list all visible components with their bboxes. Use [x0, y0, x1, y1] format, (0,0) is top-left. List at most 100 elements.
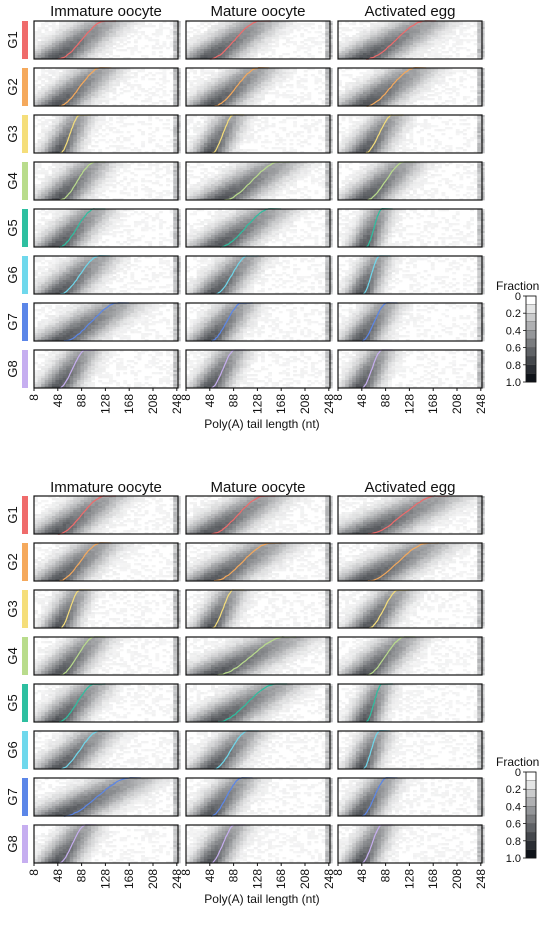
group-label: G3: [5, 125, 20, 142]
x-tick-label: 208: [146, 394, 160, 414]
x-tick-label: 128: [98, 869, 112, 889]
heatmap-panel: [337, 729, 485, 770]
group-color-bar: [22, 731, 28, 769]
column-title: Mature oocyte: [210, 479, 305, 496]
x-tick-label: 8: [27, 394, 41, 401]
median-curve: [361, 302, 398, 342]
group-color-bar: [22, 778, 28, 816]
heatmap-panel: [337, 20, 485, 60]
x-tick-label: 8: [331, 394, 345, 401]
heatmap-panel: [185, 542, 333, 582]
colorbar-tick-label: 0.4: [506, 801, 521, 813]
median-curve: [361, 824, 393, 864]
x-tick-label: 48: [203, 394, 217, 408]
median-curve: [219, 208, 282, 248]
x-axis-title: Poly(A) tail length (nt): [204, 892, 319, 906]
heatmap-panel: [185, 349, 333, 389]
heatmap-panel: [185, 66, 333, 107]
median-curve: [368, 589, 410, 629]
median-curve: [361, 777, 398, 817]
x-tick-label: 168: [426, 869, 440, 889]
heatmap-panel: [337, 824, 485, 864]
median-curve: [58, 824, 97, 864]
median-curve: [63, 302, 130, 342]
median-curve: [365, 207, 393, 248]
heatmap-panel: [33, 636, 181, 676]
median-curve: [218, 683, 288, 723]
median-curve: [59, 589, 91, 629]
median-curve: [367, 542, 440, 582]
x-tick-label: 48: [51, 394, 65, 408]
median-curve: [362, 255, 391, 295]
median-curve: [60, 161, 106, 201]
colorbar: [525, 295, 537, 383]
median-curve: [58, 67, 112, 107]
x-tick-label: 88: [379, 394, 393, 408]
group-color-bar: [22, 115, 28, 153]
group-label: G5: [5, 694, 20, 711]
median-curve: [362, 729, 391, 770]
group-color-bar: [22, 637, 28, 675]
x-tick-label: 88: [227, 394, 241, 408]
median-curve: [60, 730, 111, 770]
x-tick-label: 128: [98, 394, 112, 414]
x-tick-label: 208: [298, 869, 312, 889]
column-title: Immature oocyte: [50, 479, 162, 496]
x-tick-label: 88: [75, 869, 89, 883]
x-tick-label: 248: [170, 869, 184, 889]
median-curve: [366, 636, 416, 676]
heatmap-panel: [185, 636, 333, 676]
colorbar-tick-label: 0.2: [506, 784, 521, 796]
group-label: G8: [5, 360, 20, 377]
median-curve: [211, 589, 245, 629]
x-tick-label: 248: [474, 394, 488, 414]
median-curve: [366, 161, 416, 201]
column-title: Immature oocyte: [50, 3, 162, 20]
group-label: G7: [5, 313, 20, 330]
median-curve: [213, 66, 270, 107]
heatmap-panel: [33, 302, 181, 342]
median-curve: [210, 824, 246, 864]
median-curve: [364, 114, 404, 154]
column-title: Activated egg: [365, 479, 456, 496]
group-label: G7: [5, 788, 20, 805]
median-curve: [216, 636, 297, 676]
heatmap-panel: [185, 589, 333, 629]
group-color-bar: [22, 303, 28, 341]
colorbar-tick-label: 0.8: [506, 836, 521, 848]
colorbar-tick-label: 1.0: [506, 377, 521, 389]
heatmap-panel: [33, 349, 181, 389]
heatmap-panel: [337, 636, 485, 676]
x-tick-label: 128: [250, 394, 264, 414]
median-curve: [60, 114, 91, 154]
median-curve: [366, 66, 427, 107]
group-color-bar: [22, 496, 28, 534]
group-label: G2: [5, 78, 20, 95]
group-label: G1: [5, 506, 20, 523]
group-label: G4: [5, 172, 20, 189]
group-color-bar: [22, 68, 28, 106]
x-tick-label: 48: [355, 869, 369, 883]
heatmap-panel: [337, 302, 485, 342]
heatmap-panel: [33, 20, 181, 60]
heatmap-panel: [337, 542, 485, 582]
heatmap-panel: [33, 589, 181, 629]
heatmap-panel: [185, 302, 333, 342]
median-curve: [58, 542, 112, 582]
x-tick-label: 128: [402, 394, 416, 414]
heatmap-panel: [185, 255, 333, 295]
colorbar-tick-label: 0.6: [506, 819, 521, 831]
group-label: G6: [5, 266, 20, 283]
x-tick-label: 8: [179, 394, 193, 401]
x-tick-label: 168: [274, 394, 288, 414]
heatmap-panel: [337, 161, 485, 201]
colorbar-tick-label: 1.0: [506, 853, 521, 865]
median-curve: [215, 255, 259, 295]
colorbar-tick-label: 0.8: [506, 360, 521, 372]
median-curve: [210, 777, 253, 817]
median-curve: [58, 349, 97, 389]
median-curve: [210, 349, 246, 389]
group-label: G5: [5, 219, 20, 236]
x-tick-label: 48: [355, 394, 369, 408]
median-curve: [60, 636, 106, 676]
